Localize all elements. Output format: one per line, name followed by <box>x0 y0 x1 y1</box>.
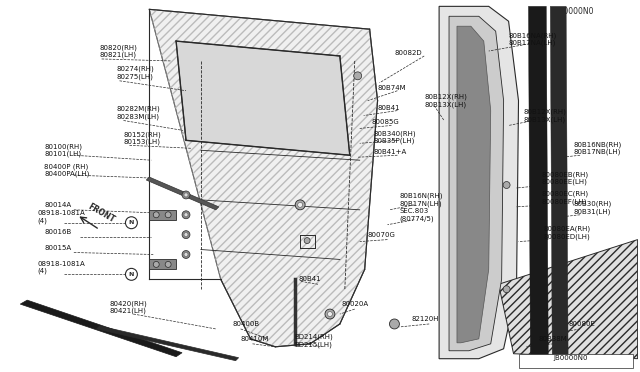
Text: 80080E: 80080E <box>568 321 595 327</box>
Text: SEC.803
(80774/5): SEC.803 (80774/5) <box>399 208 434 222</box>
Text: 80B38M: 80B38M <box>538 336 567 342</box>
Circle shape <box>125 268 138 280</box>
Circle shape <box>295 200 305 210</box>
Text: 80B16N(RH)
80B17N(LH): 80B16N(RH) 80B17N(LH) <box>399 193 443 207</box>
Circle shape <box>165 262 171 267</box>
Polygon shape <box>97 326 239 361</box>
Text: 80152(RH)
80153(LH): 80152(RH) 80153(LH) <box>124 131 161 145</box>
Text: JB0000N0: JB0000N0 <box>556 7 594 16</box>
Circle shape <box>390 319 399 329</box>
Text: 80400B: 80400B <box>233 321 260 327</box>
Text: 80B340(RH)
80B35P(LH): 80B340(RH) 80B35P(LH) <box>374 130 416 144</box>
Bar <box>518 354 633 368</box>
Text: 80400P (RH)
80400PA(LH): 80400P (RH) 80400PA(LH) <box>44 163 90 177</box>
Polygon shape <box>499 240 637 359</box>
Circle shape <box>182 191 190 199</box>
Text: 80410M: 80410M <box>241 336 269 342</box>
Circle shape <box>182 231 190 238</box>
Circle shape <box>184 193 188 197</box>
Circle shape <box>304 238 310 244</box>
Text: 80080EA(RH)
80080ED(LH): 80080EA(RH) 80080ED(LH) <box>543 226 591 240</box>
Circle shape <box>503 286 510 293</box>
Circle shape <box>298 202 303 207</box>
Polygon shape <box>439 6 518 359</box>
Text: BD214(RH)
BD215(LH): BD214(RH) BD215(LH) <box>294 334 333 348</box>
Text: 80080EC(RH)
80080EF(LH): 80080EC(RH) 80080EF(LH) <box>541 191 588 205</box>
Polygon shape <box>449 16 504 351</box>
Circle shape <box>184 232 188 237</box>
Circle shape <box>328 312 332 317</box>
Polygon shape <box>529 6 548 359</box>
Polygon shape <box>147 177 219 210</box>
Text: 80B41: 80B41 <box>298 276 321 282</box>
Polygon shape <box>149 259 176 269</box>
Text: 80B12X(RH)
80B13X(LH): 80B12X(RH) 80B13X(LH) <box>424 94 467 108</box>
Text: 80420(RH)
80421(LH): 80420(RH) 80421(LH) <box>109 300 147 314</box>
Circle shape <box>184 253 188 256</box>
Circle shape <box>182 211 190 219</box>
Text: 80B41: 80B41 <box>378 105 400 110</box>
Text: 80082D: 80082D <box>394 50 422 56</box>
Circle shape <box>184 213 188 217</box>
Text: 80B41+A: 80B41+A <box>374 149 407 155</box>
Text: 80B16NB(RH)
80B17NB(LH): 80B16NB(RH) 80B17NB(LH) <box>573 141 621 155</box>
Text: 80015A: 80015A <box>44 244 71 250</box>
Text: 80020A: 80020A <box>342 301 369 307</box>
Text: JB0000N0: JB0000N0 <box>554 355 588 361</box>
Text: 08918-1081A
(4): 08918-1081A (4) <box>37 261 85 274</box>
Text: 80820(RH)
80821(LH): 80820(RH) 80821(LH) <box>100 44 138 58</box>
Text: 80B30(RH)
80B31(LH): 80B30(RH) 80B31(LH) <box>573 201 611 215</box>
Text: 80B12X(RH)
80B13X(LH): 80B12X(RH) 80B13X(LH) <box>524 109 566 122</box>
Text: 80B16NA(RH)
80B17NA(LH): 80B16NA(RH) 80B17NA(LH) <box>509 32 557 46</box>
Polygon shape <box>20 300 182 357</box>
Circle shape <box>165 212 171 218</box>
Circle shape <box>354 72 362 80</box>
Circle shape <box>182 250 190 259</box>
Circle shape <box>503 182 510 189</box>
Polygon shape <box>176 41 350 155</box>
Text: 82120H: 82120H <box>412 316 439 322</box>
Polygon shape <box>550 6 568 359</box>
Text: 08918-1081A
(4): 08918-1081A (4) <box>37 210 85 224</box>
Polygon shape <box>457 26 491 343</box>
Circle shape <box>153 212 159 218</box>
Circle shape <box>125 217 138 229</box>
Text: 80070G: 80070G <box>367 232 396 238</box>
Polygon shape <box>149 9 378 347</box>
Circle shape <box>153 262 159 267</box>
Text: 80080EB(RH)
80080EE(LH): 80080EB(RH) 80080EE(LH) <box>541 171 588 185</box>
Text: 80B74M: 80B74M <box>378 85 406 91</box>
Text: FRONT: FRONT <box>86 202 116 225</box>
Text: 80274(RH)
80275(LH): 80274(RH) 80275(LH) <box>116 66 154 80</box>
Text: 80085G: 80085G <box>372 119 399 125</box>
Text: N: N <box>129 220 134 225</box>
Text: 80014A: 80014A <box>44 202 71 208</box>
Text: 80100(RH)
80101(LH): 80100(RH) 80101(LH) <box>44 143 82 157</box>
Polygon shape <box>149 210 176 220</box>
Text: 80016B: 80016B <box>44 229 71 235</box>
Text: 80282M(RH)
80283M(LH): 80282M(RH) 80283M(LH) <box>116 106 160 119</box>
Text: N: N <box>129 272 134 277</box>
Circle shape <box>325 309 335 319</box>
